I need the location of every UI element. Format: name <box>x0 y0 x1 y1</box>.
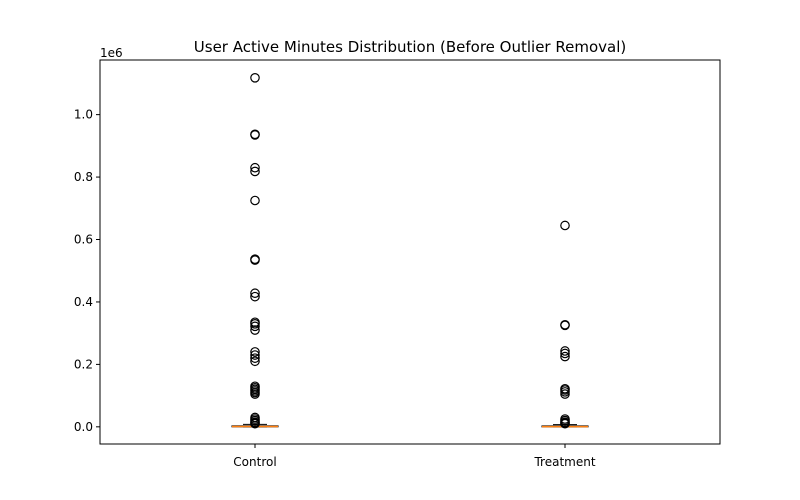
boxplot-series <box>231 72 589 429</box>
outlier-point <box>250 130 260 140</box>
outlier-point <box>250 389 260 399</box>
x-tick-label: Treatment <box>533 455 595 469</box>
y-scale-label: 1e6 <box>100 46 123 60</box>
x-axis: Control Treatment <box>233 444 596 469</box>
outlier-point <box>250 319 260 329</box>
outlier-point <box>250 350 260 360</box>
box-group <box>231 72 279 429</box>
y-tick-label: 0.2 <box>74 357 93 371</box>
outlier-point <box>250 255 260 265</box>
y-tick-label: 0.0 <box>74 420 93 434</box>
outlier-point <box>250 418 260 429</box>
outlier-point <box>250 72 260 83</box>
outlier-point <box>250 291 260 302</box>
outlier-point <box>560 346 570 356</box>
outlier-point <box>560 389 570 399</box>
outlier-point <box>250 356 260 367</box>
outlier-point <box>250 166 260 177</box>
outlier-point <box>250 321 260 332</box>
x-tick-label: Control <box>233 455 276 469</box>
plot-area-frame <box>99 59 721 445</box>
outlier-point <box>250 325 260 335</box>
outlier-point <box>560 220 570 231</box>
y-tick-label: 0.6 <box>74 233 93 247</box>
box-group <box>541 220 589 429</box>
y-axis: 0.0 0.2 0.4 0.6 0.8 1.0 <box>74 108 100 434</box>
outlier-point <box>560 320 570 331</box>
outlier-point <box>250 195 260 206</box>
y-tick-label: 0.8 <box>74 170 93 184</box>
outlier-point <box>250 288 260 299</box>
outlier-point <box>250 353 260 363</box>
outlier-point <box>560 351 570 362</box>
outlier-point <box>560 348 570 359</box>
y-tick-label: 0.4 <box>74 295 93 309</box>
outlier-point <box>250 347 260 357</box>
chart-title: User Active Minutes Distribution (Before… <box>194 38 626 56</box>
outlier-point <box>560 418 570 429</box>
outlier-point <box>250 162 260 173</box>
y-tick-label: 1.0 <box>74 108 93 122</box>
